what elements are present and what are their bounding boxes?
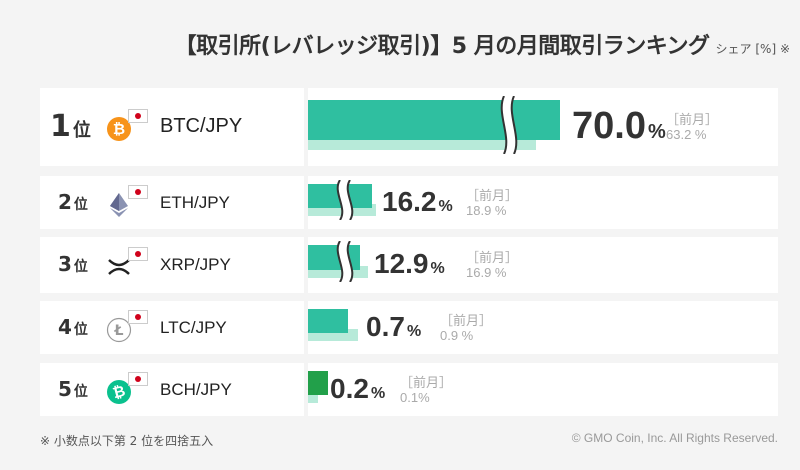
bar-panel-5: 0.2% ［前月］ 0.1% bbox=[308, 363, 778, 416]
previous-month-caption: ［前月］ bbox=[400, 374, 453, 390]
previous-month-caption: ［前月］ bbox=[466, 187, 519, 203]
previous-month-value: 63.2 % bbox=[666, 127, 707, 142]
previous-month-label: ［前月］ 63.2 % bbox=[666, 112, 718, 142]
bitcoin-icon: ₿ bbox=[106, 116, 132, 142]
chart-title: 【取引所(レバレッジ取引)】5 月の月間取引ランキング bbox=[174, 34, 710, 59]
axis-break-mark bbox=[330, 179, 360, 224]
rank-number: 1 bbox=[50, 109, 71, 144]
previous-month-value: 16.9 % bbox=[466, 265, 507, 280]
rank-number: 5 bbox=[58, 376, 72, 401]
share-value: 16.2 bbox=[382, 185, 437, 217]
currency-pair: BTC/JPY bbox=[160, 115, 243, 137]
chart-header: 【取引所(レバレッジ取引)】5 月の月間取引ランキング シェア [%] ※ bbox=[0, 28, 790, 60]
bitcoin-cash-icon: ₿ bbox=[106, 379, 132, 405]
rank-suffix: 位 bbox=[73, 383, 88, 400]
xrp-icon bbox=[106, 254, 132, 280]
japan-flag-icon bbox=[128, 371, 148, 386]
rank-card-3: 3 位 XRP/JPY bbox=[40, 237, 304, 293]
bar-current-month bbox=[308, 309, 348, 333]
chart-unit-note: シェア [%] ※ bbox=[715, 42, 790, 56]
percent-sign: % bbox=[370, 384, 386, 402]
percent-sign: % bbox=[438, 197, 453, 215]
bar-panel-4: 0.7% ［前月］ 0.9 % bbox=[308, 301, 778, 354]
previous-month-caption: ［前月］ bbox=[466, 250, 519, 265]
percent-sign: % bbox=[430, 260, 445, 277]
rank-number: 3 bbox=[58, 252, 72, 276]
bar-panel-2: 16.2% ［前月］ 18.9 % bbox=[308, 176, 778, 229]
bar-panel-3: 12.9% ［前月］ 16.9 % bbox=[308, 237, 778, 293]
japan-flag-icon bbox=[128, 184, 148, 199]
currency-pair: ETH/JPY bbox=[160, 192, 230, 212]
rank-card-2: 2 位 ETH/JPY bbox=[40, 176, 304, 229]
litecoin-icon: Ł bbox=[106, 317, 132, 343]
rank-suffix: 位 bbox=[73, 321, 88, 338]
previous-month-label: ［前月］ 0.9 % bbox=[440, 313, 492, 343]
rank-number: 2 bbox=[58, 189, 72, 214]
value-label: 16.2% bbox=[382, 186, 453, 218]
rank-card-5: 5 位 ₿ BCH/JPY bbox=[40, 363, 304, 416]
rank-suffix: 位 bbox=[73, 196, 88, 213]
previous-month-label: ［前月］ 16.9 % bbox=[466, 250, 518, 280]
previous-month-value: 18.9 % bbox=[466, 202, 507, 218]
value-label: 0.2% bbox=[330, 373, 385, 405]
value-label: 12.9% bbox=[374, 248, 445, 280]
bar-previous-month bbox=[308, 391, 318, 403]
svg-text:₿: ₿ bbox=[111, 381, 127, 402]
rank-number: 4 bbox=[58, 314, 72, 339]
currency-pair: BCH/JPY bbox=[160, 379, 232, 399]
copyright: © GMO Coin, Inc. All Rights Reserved. bbox=[571, 431, 778, 445]
value-label: 0.7% bbox=[366, 311, 421, 343]
ethereum-icon bbox=[106, 192, 132, 218]
axis-break-mark bbox=[494, 95, 524, 158]
bar-current-month bbox=[308, 371, 328, 395]
previous-month-value: 0.9 % bbox=[440, 327, 474, 343]
percent-sign: % bbox=[647, 121, 666, 143]
percent-sign: % bbox=[406, 322, 422, 340]
svg-text:₿: ₿ bbox=[113, 120, 125, 138]
share-value: 70.0 bbox=[572, 105, 646, 147]
share-value: 12.9 bbox=[374, 248, 429, 279]
japan-flag-icon bbox=[128, 109, 148, 123]
previous-month-caption: ［前月］ bbox=[440, 312, 493, 328]
svg-text:Ł: Ł bbox=[114, 323, 124, 339]
rank-suffix: 位 bbox=[72, 120, 91, 141]
currency-pair: XRP/JPY bbox=[160, 255, 231, 274]
footnote: ※ 小数点以下第 2 位を四捨五入 bbox=[40, 434, 214, 448]
previous-month-value: 0.1% bbox=[400, 389, 430, 405]
share-value: 0.2 bbox=[330, 372, 369, 404]
previous-month-label: ［前月］ 18.9 % bbox=[466, 188, 518, 218]
previous-month-caption: ［前月］ bbox=[666, 112, 719, 127]
bar-current-month bbox=[308, 100, 560, 140]
japan-flag-icon bbox=[128, 247, 148, 261]
currency-pair: LTC/JPY bbox=[160, 317, 227, 337]
previous-month-label: ［前月］ 0.1% bbox=[400, 375, 452, 405]
rank-card-1: 1 位 ₿ BTC/JPY bbox=[40, 88, 304, 166]
share-value: 0.7 bbox=[366, 310, 405, 342]
rank-suffix: 位 bbox=[73, 259, 88, 275]
value-label: 70.0% bbox=[572, 105, 666, 148]
rank-card-4: 4 位 Ł LTC/JPY bbox=[40, 301, 304, 354]
bar-panel-1: 70.0% ［前月］ 63.2 % bbox=[308, 88, 778, 166]
japan-flag-icon bbox=[128, 309, 148, 324]
axis-break-mark bbox=[330, 240, 360, 286]
